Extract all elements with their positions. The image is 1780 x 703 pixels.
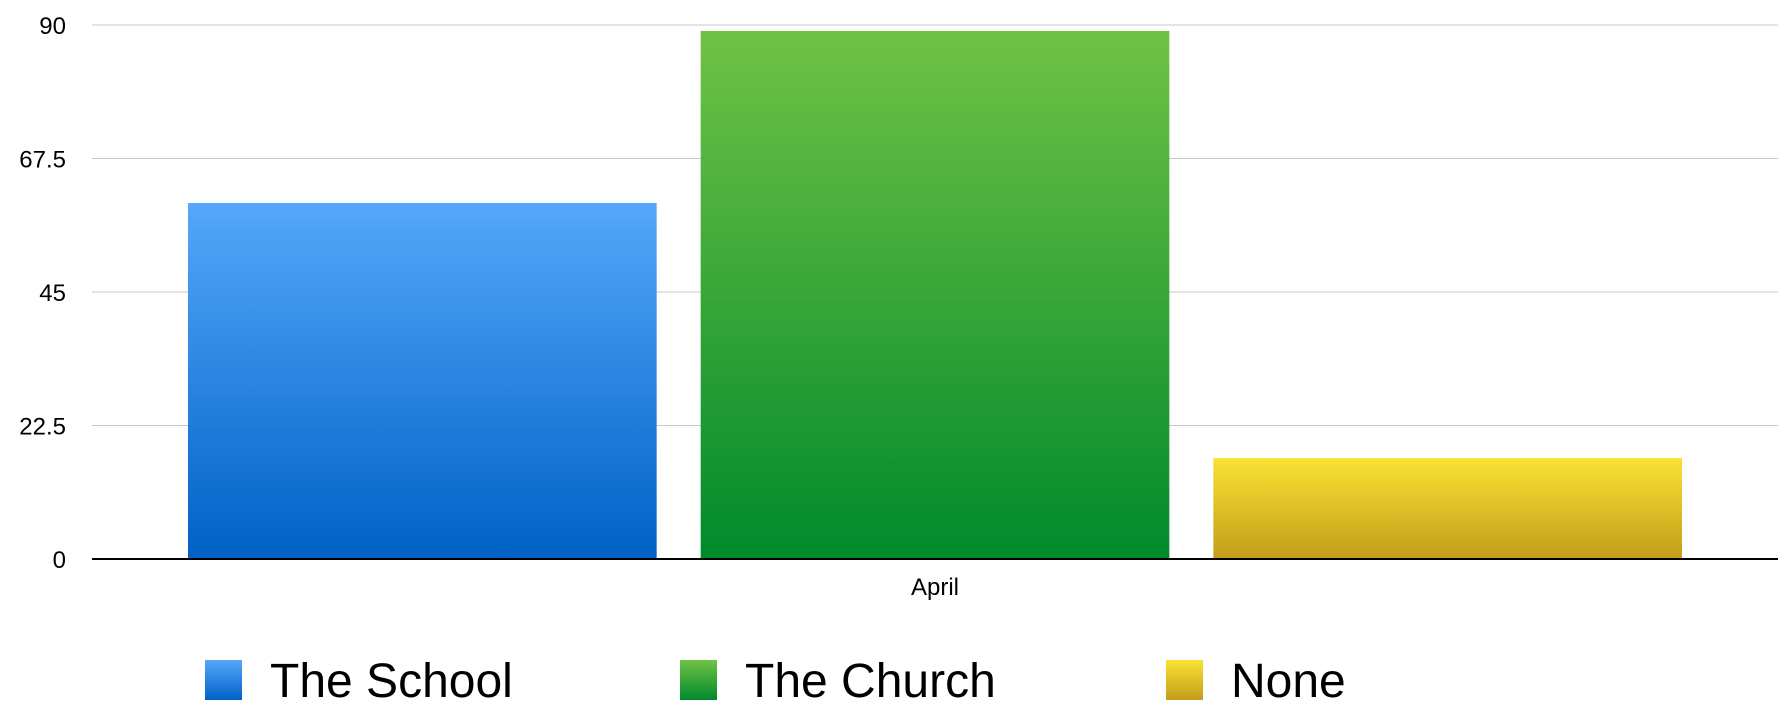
x-category-label: April bbox=[911, 574, 959, 601]
x-axis-category-labels: April bbox=[911, 574, 959, 601]
y-tick-label: 67.5 bbox=[19, 147, 66, 174]
legend-swatch bbox=[680, 660, 717, 700]
legend-label: None bbox=[1231, 655, 1346, 703]
legend-label: The Church bbox=[745, 655, 996, 703]
bars bbox=[188, 30, 1682, 559]
legend-item: None bbox=[1166, 655, 1346, 703]
y-tick-label: 45 bbox=[39, 280, 66, 307]
y-tick-label: 22.5 bbox=[19, 414, 66, 441]
bar-the-church bbox=[700, 30, 1170, 559]
y-axis-tick-labels: 0 22.5 45 67.5 90 bbox=[19, 13, 66, 574]
legend-swatch bbox=[1166, 660, 1203, 700]
legend-label: The School bbox=[270, 655, 513, 703]
legend-item: The Church bbox=[680, 655, 996, 703]
legend-swatch bbox=[205, 660, 242, 700]
y-tick-label: 0 bbox=[53, 547, 66, 574]
legend: The School The Church None bbox=[205, 655, 1346, 703]
legend-item: The School bbox=[205, 655, 513, 703]
bar-none bbox=[1213, 458, 1682, 559]
y-tick-label: 90 bbox=[39, 13, 66, 40]
bar-the-school bbox=[188, 203, 657, 559]
